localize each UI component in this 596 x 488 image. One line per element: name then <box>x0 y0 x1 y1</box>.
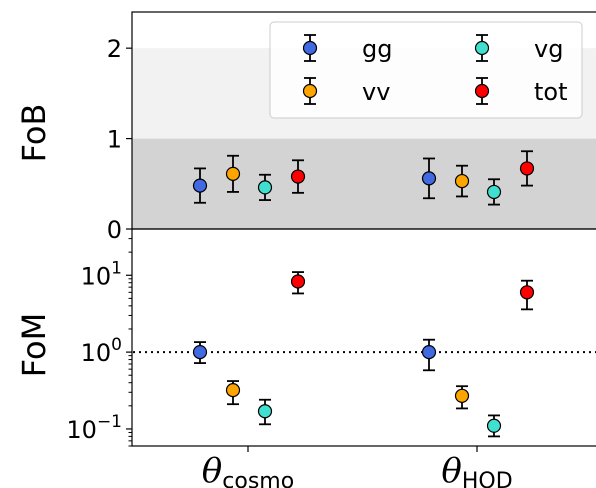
legend-label-vg: vg <box>534 35 563 63</box>
fom-tot-cosmo-point <box>290 274 306 289</box>
legend-item-vg: vg <box>474 34 563 63</box>
fom-tot-HOD-point <box>519 285 535 300</box>
fom-panel: 10−1 100 101 FoM θcosmo θHOD <box>15 228 596 488</box>
legend: gg vg vv tot <box>269 21 583 119</box>
fom-gg-HOD-point <box>421 345 437 360</box>
legend-label-tot: tot <box>534 78 568 106</box>
x-tick-label-HOD: θHOD <box>441 451 512 488</box>
fob-gg-cosmo-point <box>192 178 208 193</box>
legend-item-gg: gg <box>302 34 392 63</box>
legend-vg-point <box>474 40 490 56</box>
fom-vv-cosmo-point <box>225 383 241 398</box>
fob-ytick-label: 0 <box>107 216 122 244</box>
fom-vg-cosmo-point <box>257 404 273 419</box>
x-ticks: θcosmo θHOD <box>202 446 513 488</box>
fob-ytick-label: 1 <box>107 126 122 154</box>
fob-vg-HOD-point <box>486 184 502 200</box>
fob-vv-HOD-point <box>454 173 470 189</box>
x-tick-label-cosmo: θcosmo <box>202 451 294 488</box>
fom-gg-cosmo-point <box>192 345 208 360</box>
fob-tot-cosmo-point <box>290 169 306 184</box>
fom-y-ticks: 10−1 100 101 <box>66 228 132 447</box>
legend-vv-point <box>302 83 318 99</box>
fom-vv-HOD-point <box>454 388 470 403</box>
fom-data-marks <box>192 271 535 438</box>
fob-ytick-label: 2 <box>107 35 122 63</box>
fom-frame <box>131 228 596 447</box>
fob-band-low <box>132 138 596 229</box>
fob-panel: 0 1 2 FoB gg vg vv tot <box>15 11 596 244</box>
fom-ytick-label: 101 <box>81 258 122 290</box>
legend-item-tot: tot <box>474 77 568 106</box>
fob-gg-HOD-point <box>421 171 437 186</box>
fob-vv-cosmo-point <box>225 166 241 181</box>
legend-tot-point <box>474 83 490 99</box>
fom-vg-HOD-point <box>486 418 502 433</box>
fom-ytick-label: 10−1 <box>66 412 122 444</box>
legend-box <box>269 21 583 119</box>
fob-y-ticks: 0 1 2 <box>107 35 132 244</box>
fob-data-marks <box>192 150 535 206</box>
legend-label-vv: vv <box>362 78 390 106</box>
fob-tot-HOD-point <box>519 161 535 176</box>
legend-gg-point <box>302 40 318 56</box>
fob-axis-label: FoB <box>15 104 53 163</box>
fob-vg-cosmo-point <box>257 180 273 195</box>
fom-ytick-label: 100 <box>81 335 122 367</box>
legend-item-vv: vv <box>302 77 390 106</box>
legend-label-gg: gg <box>362 35 392 63</box>
fom-axis-label: FoM <box>15 313 53 377</box>
